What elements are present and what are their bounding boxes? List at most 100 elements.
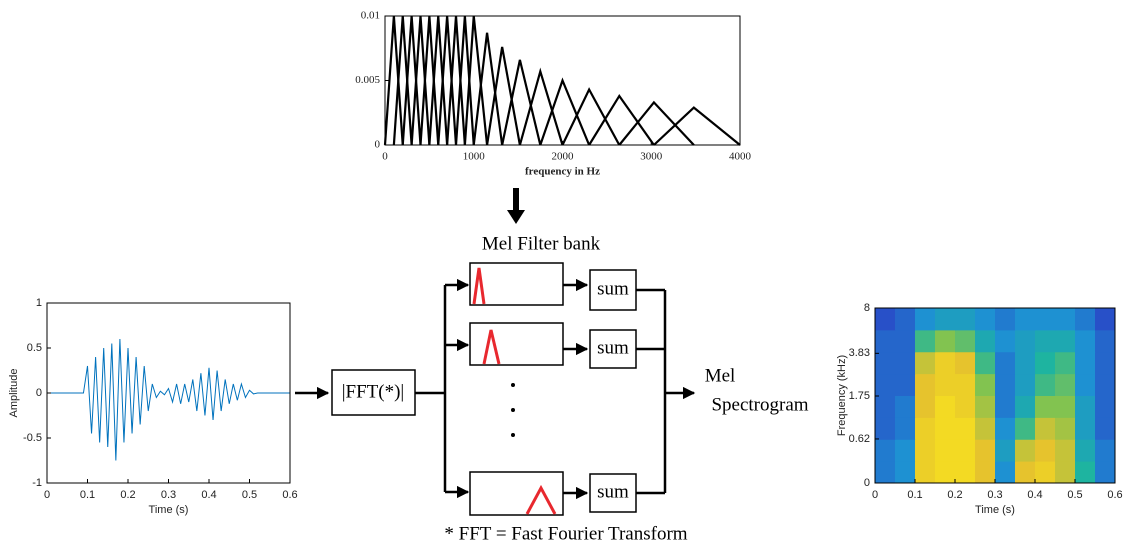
filter-triangle [653, 106, 741, 146]
heatmap-cell [875, 351, 896, 375]
heatmap-cell [915, 308, 936, 331]
heatmap-cell [875, 395, 896, 418]
filter-triangle [561, 87, 621, 146]
down-arrow-head [507, 210, 525, 224]
heatmap-cell [1035, 439, 1056, 462]
filter-bank-label: Mel Filter bank [482, 233, 601, 254]
heatmap-cell [915, 351, 936, 375]
x-tick-label: 0.3 [161, 489, 176, 501]
heatmap-cell [975, 439, 996, 462]
heatmap-cell [935, 439, 956, 462]
heatmap-cell [1075, 329, 1096, 353]
filter-triangle [472, 32, 504, 146]
heatmap-cell [1035, 351, 1056, 375]
heatmap-cell [935, 395, 956, 418]
trunk [415, 285, 447, 492]
filter-icon [525, 484, 557, 515]
heatmap-cell [975, 351, 996, 375]
heatmap-cell [915, 329, 936, 353]
heatmap-cell [1055, 308, 1076, 331]
heatmap-cell [875, 373, 896, 396]
heatmap-cell [1055, 373, 1076, 396]
x-tick-label: 0.6 [1107, 489, 1122, 501]
heatmap-cell [1095, 351, 1116, 375]
waveform [47, 338, 290, 461]
filter-triangle [454, 15, 475, 146]
sum-block [589, 329, 637, 369]
heatmap-cell [1095, 395, 1116, 418]
heatmap-cell [955, 395, 976, 418]
heatmap-cell [875, 308, 896, 331]
heatmap-cell [915, 461, 936, 484]
heatmap-cell [1075, 439, 1096, 462]
heatmap-cell [1095, 417, 1116, 440]
heatmap-cell [1055, 461, 1076, 484]
y-axis-label: Amplitude [8, 369, 20, 418]
heatmap-cell [875, 329, 896, 353]
heatmap-cell [895, 308, 916, 331]
heatmap-cell [955, 439, 976, 462]
heatmap-cell [1075, 417, 1096, 440]
heatmap-cell [895, 461, 916, 484]
filter-triangle [410, 15, 431, 146]
y-tick-label: -0.5 [23, 432, 42, 444]
heatmap-cell [1055, 417, 1076, 440]
heatmap-cell [1055, 439, 1076, 462]
heatmap-cell [995, 395, 1016, 418]
heatmap-cell [1095, 373, 1116, 396]
y-tick-label: 0.005 [355, 74, 380, 86]
heatmap-cell [1075, 373, 1096, 396]
x-tick-label: 0 [382, 151, 388, 163]
x-tick-label: 0.6 [282, 489, 297, 501]
y-tick-label: 1.75 [849, 390, 870, 402]
heatmap-cell [975, 417, 996, 440]
heatmap-cell [1075, 395, 1096, 418]
dot [511, 433, 515, 437]
output-label: Spectrogram [711, 394, 808, 415]
sum-block [589, 269, 637, 311]
heatmap-cell [1035, 373, 1056, 396]
heatmap-cell [915, 395, 936, 418]
heatmap-cell [915, 417, 936, 440]
y-tick-label: 8 [864, 302, 870, 314]
heatmap-cell [995, 308, 1016, 331]
y-tick-label: 1 [36, 297, 42, 309]
x-tick-label: 0.4 [201, 489, 216, 501]
heatmap-cell [935, 329, 956, 353]
heatmap-cell [995, 329, 1016, 353]
y-tick-label: 0.5 [27, 342, 42, 354]
x-tick-label: 0.2 [947, 489, 962, 501]
heatmap-cell [895, 417, 916, 440]
filter-triangle [518, 67, 564, 146]
x-tick-label: 0.2 [120, 489, 135, 501]
heatmap-cell [1055, 329, 1076, 353]
y-tick-label: 0.62 [849, 433, 870, 445]
filter-icon [472, 267, 486, 305]
x-axis-label: frequency in Hz [525, 166, 600, 178]
heatmap-cell [1035, 308, 1056, 331]
filter-triangle [588, 93, 655, 146]
heatmap-cell [995, 373, 1016, 396]
sum-block [589, 473, 637, 513]
filter-icon [482, 329, 501, 365]
heatmap-cell [895, 395, 916, 418]
heatmap-cell [1015, 439, 1036, 462]
heatmap-cell [935, 417, 956, 440]
heatmap-cell [875, 439, 896, 462]
heatmap-cell [1055, 395, 1076, 418]
heatmap-cell [975, 395, 996, 418]
heatmap-cell [1055, 351, 1076, 375]
heatmap-cell [1035, 461, 1056, 484]
x-tick-label: 0.1 [907, 489, 922, 501]
footnote: * FFT = Fast Fourier Transform [444, 523, 687, 544]
heatmap-cell [1095, 308, 1116, 331]
heatmap-cell [955, 417, 976, 440]
x-tick-label: 2000 [552, 151, 575, 163]
heatmap-cell [1075, 461, 1096, 484]
x-tick-label: 0 [44, 489, 50, 501]
heatmap-cell [975, 308, 996, 331]
filter-triangle [539, 77, 591, 146]
x-tick-label: 0.3 [987, 489, 1002, 501]
filter-triangle [392, 15, 413, 146]
heatmap-cell [1075, 351, 1096, 375]
